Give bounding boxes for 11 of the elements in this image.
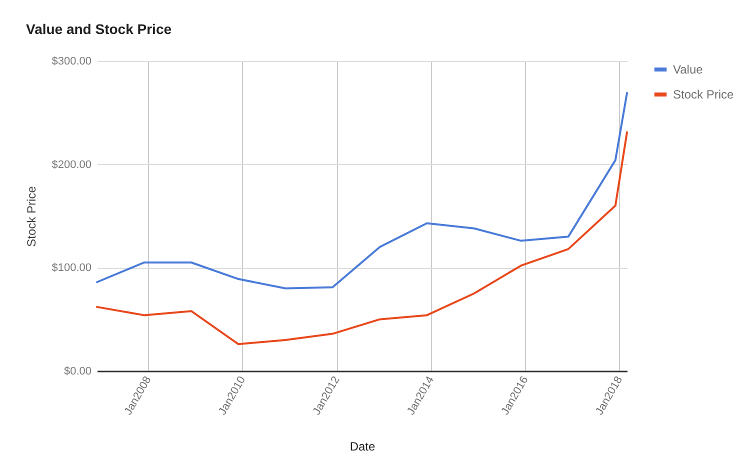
line-series — [96, 92, 628, 290]
y-tick-label: $300.00 — [52, 56, 92, 68]
legend-label: Value — [673, 62, 704, 76]
line-series — [96, 131, 628, 346]
y-axis-title: Stock Price — [24, 186, 38, 247]
legend-label: Stock Price — [673, 88, 734, 102]
y-tick-label: $0.00 — [64, 366, 92, 378]
y-tick-label: $100.00 — [52, 262, 92, 274]
x-axis-title: Date — [350, 440, 376, 454]
y-tick-label: $200.00 — [52, 158, 92, 171]
chart-title: Value and Stock Price — [26, 21, 172, 37]
